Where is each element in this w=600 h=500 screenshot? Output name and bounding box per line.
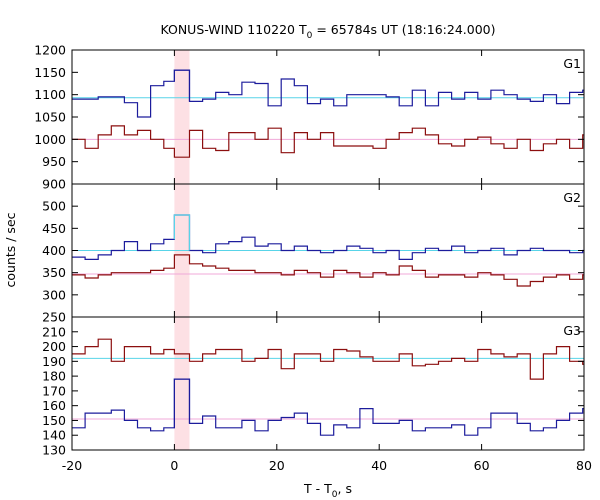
chart-panels: 90095010001050110011501200G1250300350400… xyxy=(34,43,592,474)
panel-label: G1 xyxy=(563,56,581,71)
y-tick-label: 150 xyxy=(42,413,66,428)
x-axis-label-suffix: , s xyxy=(338,481,352,496)
panel-frame xyxy=(71,316,585,451)
panel-label: G3 xyxy=(563,323,581,338)
y-tick-label: 500 xyxy=(42,199,66,214)
y-tick-label: 900 xyxy=(42,177,66,192)
panel-g1: 900 950 1000 1050 1100 1150 1200 G1 xyxy=(34,43,585,192)
x-tick-label: 0 xyxy=(170,458,178,473)
y-tick-label: 300 xyxy=(42,287,66,302)
y-tick-label: 130 xyxy=(42,443,66,458)
highlight-band xyxy=(174,317,190,450)
x-tick-label: 40 xyxy=(371,458,387,473)
y-tick-label: 250 xyxy=(42,310,66,325)
histogram-series-blue xyxy=(72,214,584,260)
chart-title-suffix: = 65784s UT (18:16:24.000) xyxy=(312,22,495,37)
panel-g2: 250 300 350 400 450 500 G2 xyxy=(42,183,585,325)
x-axis-label-subscript: 0 xyxy=(332,490,338,500)
histogram-series-red xyxy=(72,254,584,287)
x-tick-label: -20 xyxy=(62,458,82,473)
chart-title-subscript: 0 xyxy=(307,31,313,41)
y-tick-label: 200 xyxy=(42,339,66,354)
chart-title: KONUS-WIND 110220 T0 = 65784s UT (18:16:… xyxy=(160,22,495,41)
y-tick-label: 1150 xyxy=(34,65,66,80)
y-tick-label: 180 xyxy=(42,369,66,384)
histogram-series-red xyxy=(72,338,584,380)
x-axis-label-prefix: T - T xyxy=(303,481,332,496)
y-tick-label: 350 xyxy=(42,265,66,280)
x-tick-labels: -20 0 20 40 60 80 xyxy=(62,458,592,473)
x-tick-label: 20 xyxy=(269,458,285,473)
chart-title-prefix: KONUS-WIND 110220 T xyxy=(160,22,306,37)
y-tick-label: 140 xyxy=(42,428,66,443)
x-tick-label: 60 xyxy=(474,458,490,473)
y-tick-label: 1050 xyxy=(34,110,66,125)
y-tick-label: 210 xyxy=(42,324,66,339)
panel-label: G2 xyxy=(563,190,581,205)
y-tick-label: 1200 xyxy=(34,43,66,58)
histogram-series-red xyxy=(72,125,584,158)
y-tick-label: 950 xyxy=(42,154,66,169)
y-tick-label: 1000 xyxy=(34,132,66,147)
x-axis-label: T - T0, s xyxy=(303,481,352,500)
peak-bin xyxy=(173,214,191,251)
x-tick-label: 80 xyxy=(576,458,592,473)
y-tick-label: 170 xyxy=(42,383,66,398)
y-tick-label: 450 xyxy=(42,221,66,236)
y-tick-label: 1100 xyxy=(34,87,66,102)
y-axis-label: counts / sec xyxy=(3,212,18,287)
histogram-series-blue xyxy=(72,69,584,118)
y-tick-label: 160 xyxy=(42,398,66,413)
y-tick-label: 190 xyxy=(42,354,66,369)
y-tick-label: 400 xyxy=(42,243,66,258)
highlight-band xyxy=(174,50,190,184)
histogram-series-blue xyxy=(72,378,584,436)
peak-bin xyxy=(173,69,191,102)
peak-bin xyxy=(173,378,191,428)
